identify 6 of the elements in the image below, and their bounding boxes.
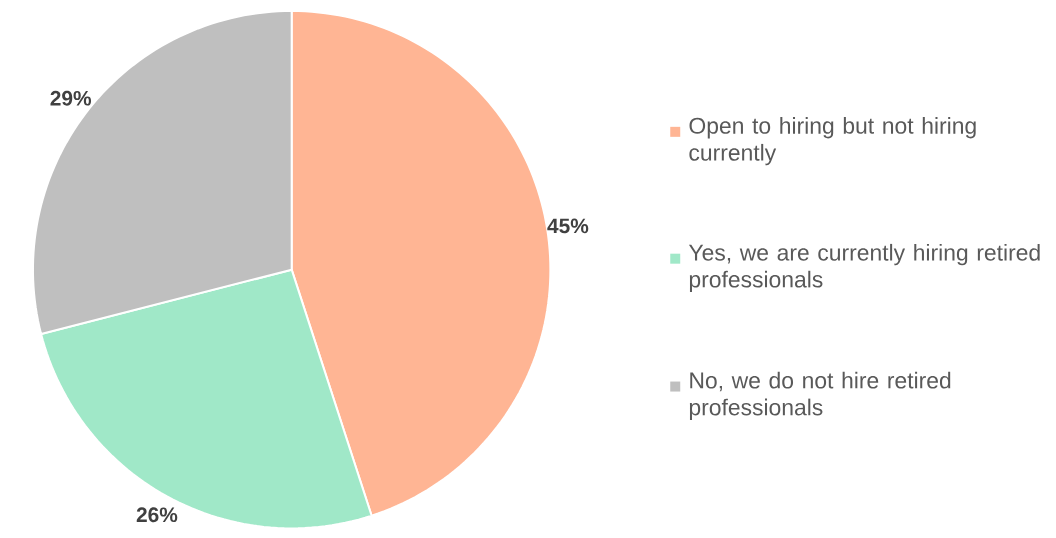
legend-label: Open to hiring but not hiring currently bbox=[689, 116, 976, 166]
legend-label: Yes, we are currently hiring retired professionals bbox=[688, 243, 1040, 292]
data-label: 45% bbox=[547, 218, 589, 234]
legend-label: No, we do not hire retired professionals bbox=[689, 371, 951, 420]
data-label: 26% bbox=[136, 507, 178, 522]
data-label: 29% bbox=[50, 90, 92, 106]
